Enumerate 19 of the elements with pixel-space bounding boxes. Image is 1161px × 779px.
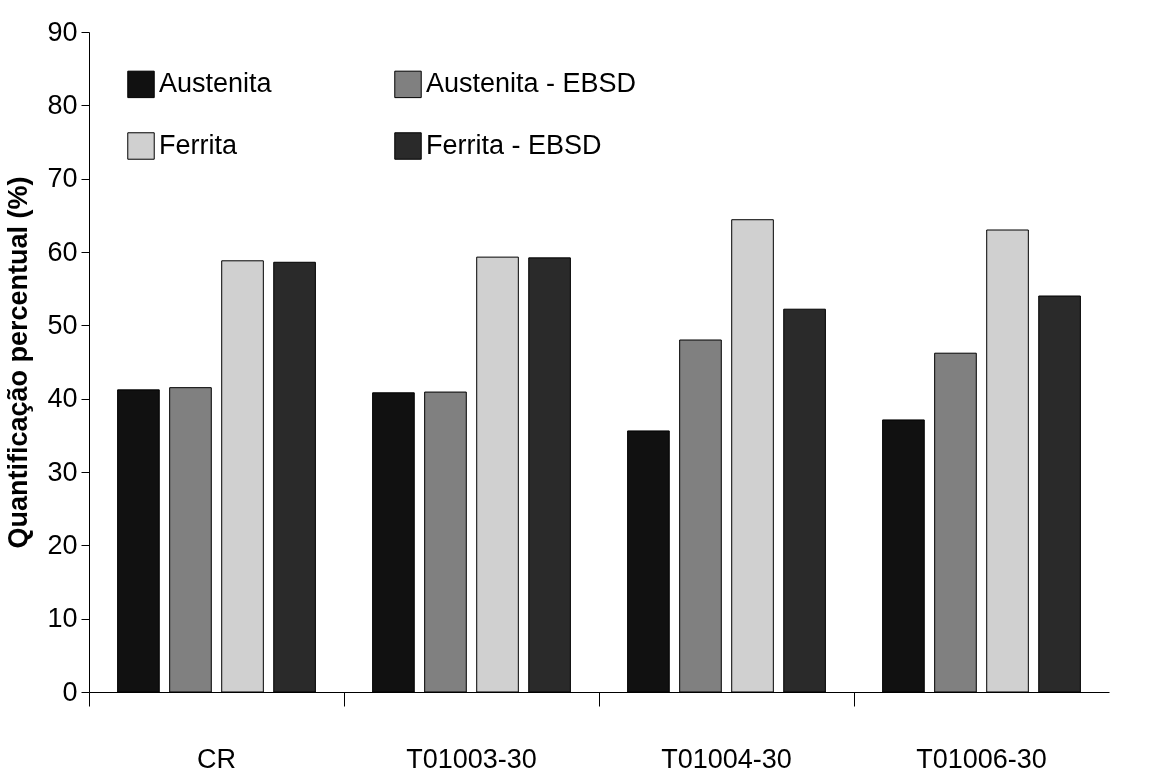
y-tick-label: 50 xyxy=(47,309,78,340)
legend-label: Ferrita xyxy=(159,130,238,160)
x-tick-label: T01004-30 xyxy=(661,743,792,774)
x-tick-label: CR xyxy=(197,743,236,774)
y-tick-label: 0 xyxy=(62,676,78,707)
y-tick-label: 10 xyxy=(47,603,78,634)
legend-label: Austenita xyxy=(159,68,273,99)
y-tick-label: 40 xyxy=(47,383,78,414)
x-tick-label: T01006-30 xyxy=(916,743,1047,774)
y-tick-label: 20 xyxy=(47,529,78,560)
y-tick-label: 60 xyxy=(47,236,78,267)
y-tick-label: 70 xyxy=(47,163,78,194)
y-tick-label: 90 xyxy=(47,16,78,47)
y-tick-label: 80 xyxy=(47,89,78,120)
y-tick-label: 30 xyxy=(47,456,78,487)
x-tick-label: T01003-30 xyxy=(406,743,537,774)
legend-label: Austenita - EBSD xyxy=(426,68,637,99)
y-axis-title: Quantificação percentual (%) xyxy=(3,176,34,549)
legend-label: Ferrita - EBSD xyxy=(426,130,602,160)
